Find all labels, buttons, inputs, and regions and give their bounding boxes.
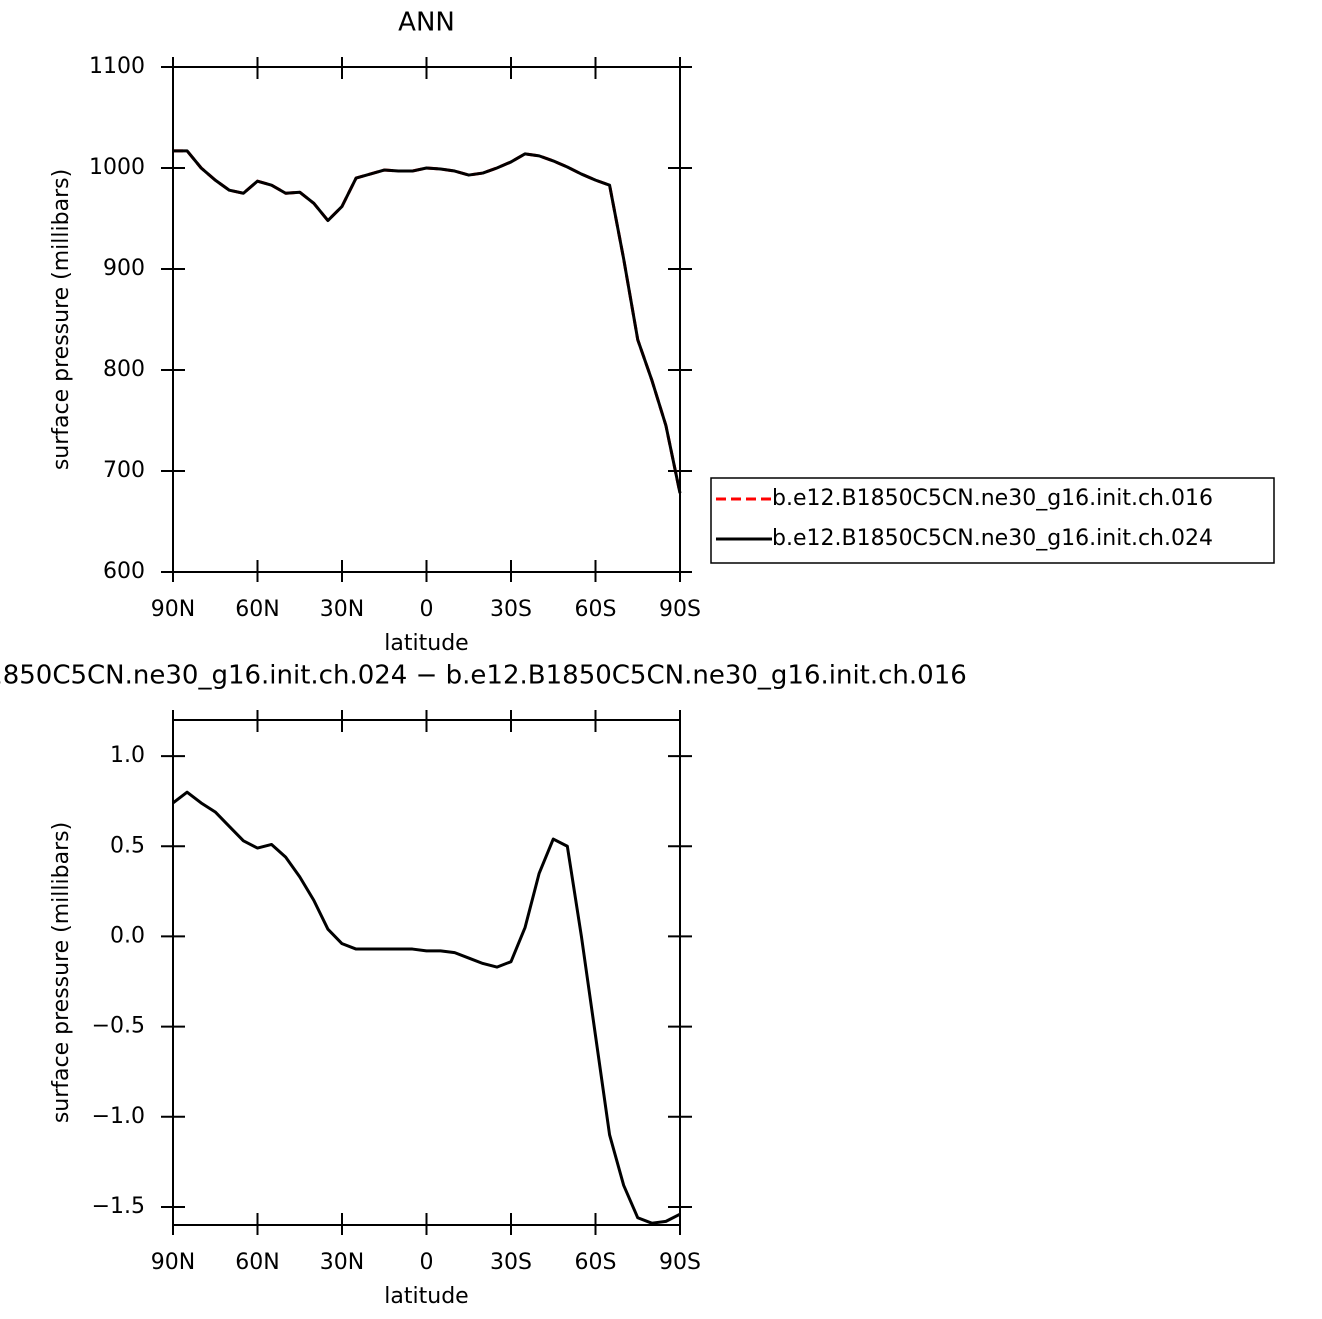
x-tick-label: 60S [575,1250,617,1275]
x-tick-label: 90S [659,597,701,622]
x-tick-label: 30N [320,1250,364,1275]
y-tick-label: −1.0 [92,1104,145,1129]
y-tick-label: 600 [103,559,145,584]
x-tick-label: 0 [420,597,434,622]
x-tick-label: 90S [659,1250,701,1275]
y-axis-label: surface pressure (millibars) [49,169,74,470]
x-tick-label: 30S [490,1250,532,1275]
x-tick-label: 60N [235,1250,279,1275]
x-tick-label: 90N [151,597,195,622]
y-tick-label: 800 [103,357,145,382]
x-tick-label: 30S [490,597,532,622]
y-tick-label: 700 [103,458,145,483]
panel: b.e12.B1850C5CN.ne30_g16.init.ch.024 − b… [0,661,967,1310]
y-tick-label: 1000 [89,155,145,180]
plot-frame [172,66,681,573]
x-axis-label: latitude [384,631,468,656]
legend-label: b.e12.B1850C5CN.ne30_g16.init.ch.024 [772,526,1213,551]
plot-frame [172,719,681,1226]
y-tick-label: 0.0 [110,923,145,948]
x-tick-label: 0 [420,1250,434,1275]
y-tick-label: 1100 [89,54,145,79]
x-axis-label: latitude [384,1284,468,1309]
line-series [173,149,682,494]
line-series [172,790,681,1225]
y-tick-label: −1.5 [92,1194,145,1219]
panel: ANN latitude surface pressure (millibars) 6… [49,8,1275,656]
x-tick-label: 90N [151,1250,195,1275]
y-tick-label: 1.0 [110,743,145,768]
y-tick-label: 0.5 [110,833,145,858]
legend-label: b.e12.B1850C5CN.ne30_g16.init.ch.016 [772,486,1213,511]
x-tick-label: 60S [575,597,617,622]
line-series [173,149,682,494]
y-tick-label: −0.5 [92,1014,145,1039]
chart-title: ANN [398,8,455,38]
x-tick-label: 60N [235,597,279,622]
chart-title: b.e12.B1850C5CN.ne30_g16.init.ch.024 − b… [0,661,967,691]
legend-box [710,477,1275,564]
y-axis-label: surface pressure (millibars) [49,822,74,1123]
y-tick-label: 900 [103,256,145,281]
legend: b.e12.B1850C5CN.ne30_g16.init.ch.016 b.e1… [710,477,1275,564]
x-tick-label: 30N [320,597,364,622]
